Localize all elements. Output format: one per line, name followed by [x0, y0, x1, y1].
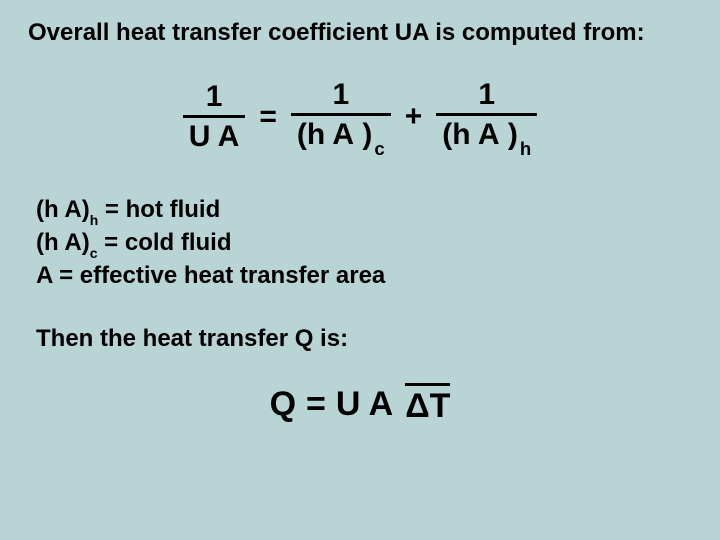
def2-a: (h A): [36, 229, 90, 256]
def-line-2: (h A)c = cold fluid: [36, 228, 692, 261]
eq1-t1-num: 1: [326, 76, 355, 113]
eq2-lhs: Q: [270, 385, 296, 424]
eq2-ua: U A: [336, 385, 393, 424]
eq1-lhs-num: 1: [200, 78, 229, 115]
eq1-term2-fraction: 1 (h A )h: [436, 76, 537, 157]
equation-2-block: Q = U A ΔT: [28, 383, 692, 426]
heading: Overall heat transfer coefficient UA is …: [28, 18, 692, 48]
eq1-t2-sub: h: [520, 138, 531, 159]
def1-a: (h A): [36, 196, 90, 223]
def1-b: = hot fluid: [98, 196, 220, 223]
eq1-t2-num: 1: [472, 76, 501, 113]
equation-1-block: 1 U A = 1 (h A )c + 1 (h A )h: [28, 76, 692, 157]
eq2-equals: =: [306, 385, 326, 424]
then-text: Then the heat transfer Q is:: [36, 325, 692, 353]
def2-b: = cold fluid: [98, 229, 232, 256]
definitions: (h A)h = hot fluid (h A)c = cold fluid A…: [36, 195, 692, 291]
delta-symbol: Δ: [405, 387, 429, 425]
equation-1: 1 U A = 1 (h A )c + 1 (h A )h: [179, 76, 541, 157]
eq1-t1-den: (h A )c: [291, 116, 391, 157]
eq1-t1-inner: h A: [307, 118, 354, 151]
equals-sign: =: [259, 100, 277, 134]
eq1-lhs-den: U A: [183, 118, 246, 155]
eq1-t2-den: (h A )h: [436, 116, 537, 157]
eq1-t2-inner: h A: [452, 118, 499, 151]
equation-2: Q = U A ΔT: [270, 383, 451, 426]
def1-sub: h: [90, 212, 99, 228]
def-line-1: (h A)h = hot fluid: [36, 195, 692, 228]
plus-sign: +: [405, 100, 423, 134]
def2-sub: c: [90, 245, 98, 261]
eq2-delta-t-mean: ΔT: [405, 383, 450, 426]
eq1-lhs-fraction: 1 U A: [183, 78, 246, 155]
eq1-term1-fraction: 1 (h A )c: [291, 76, 391, 157]
eq1-t1-sub: c: [374, 138, 384, 159]
eq2-t: T: [430, 387, 451, 425]
def-line-3: A = effective heat transfer area: [36, 261, 692, 292]
